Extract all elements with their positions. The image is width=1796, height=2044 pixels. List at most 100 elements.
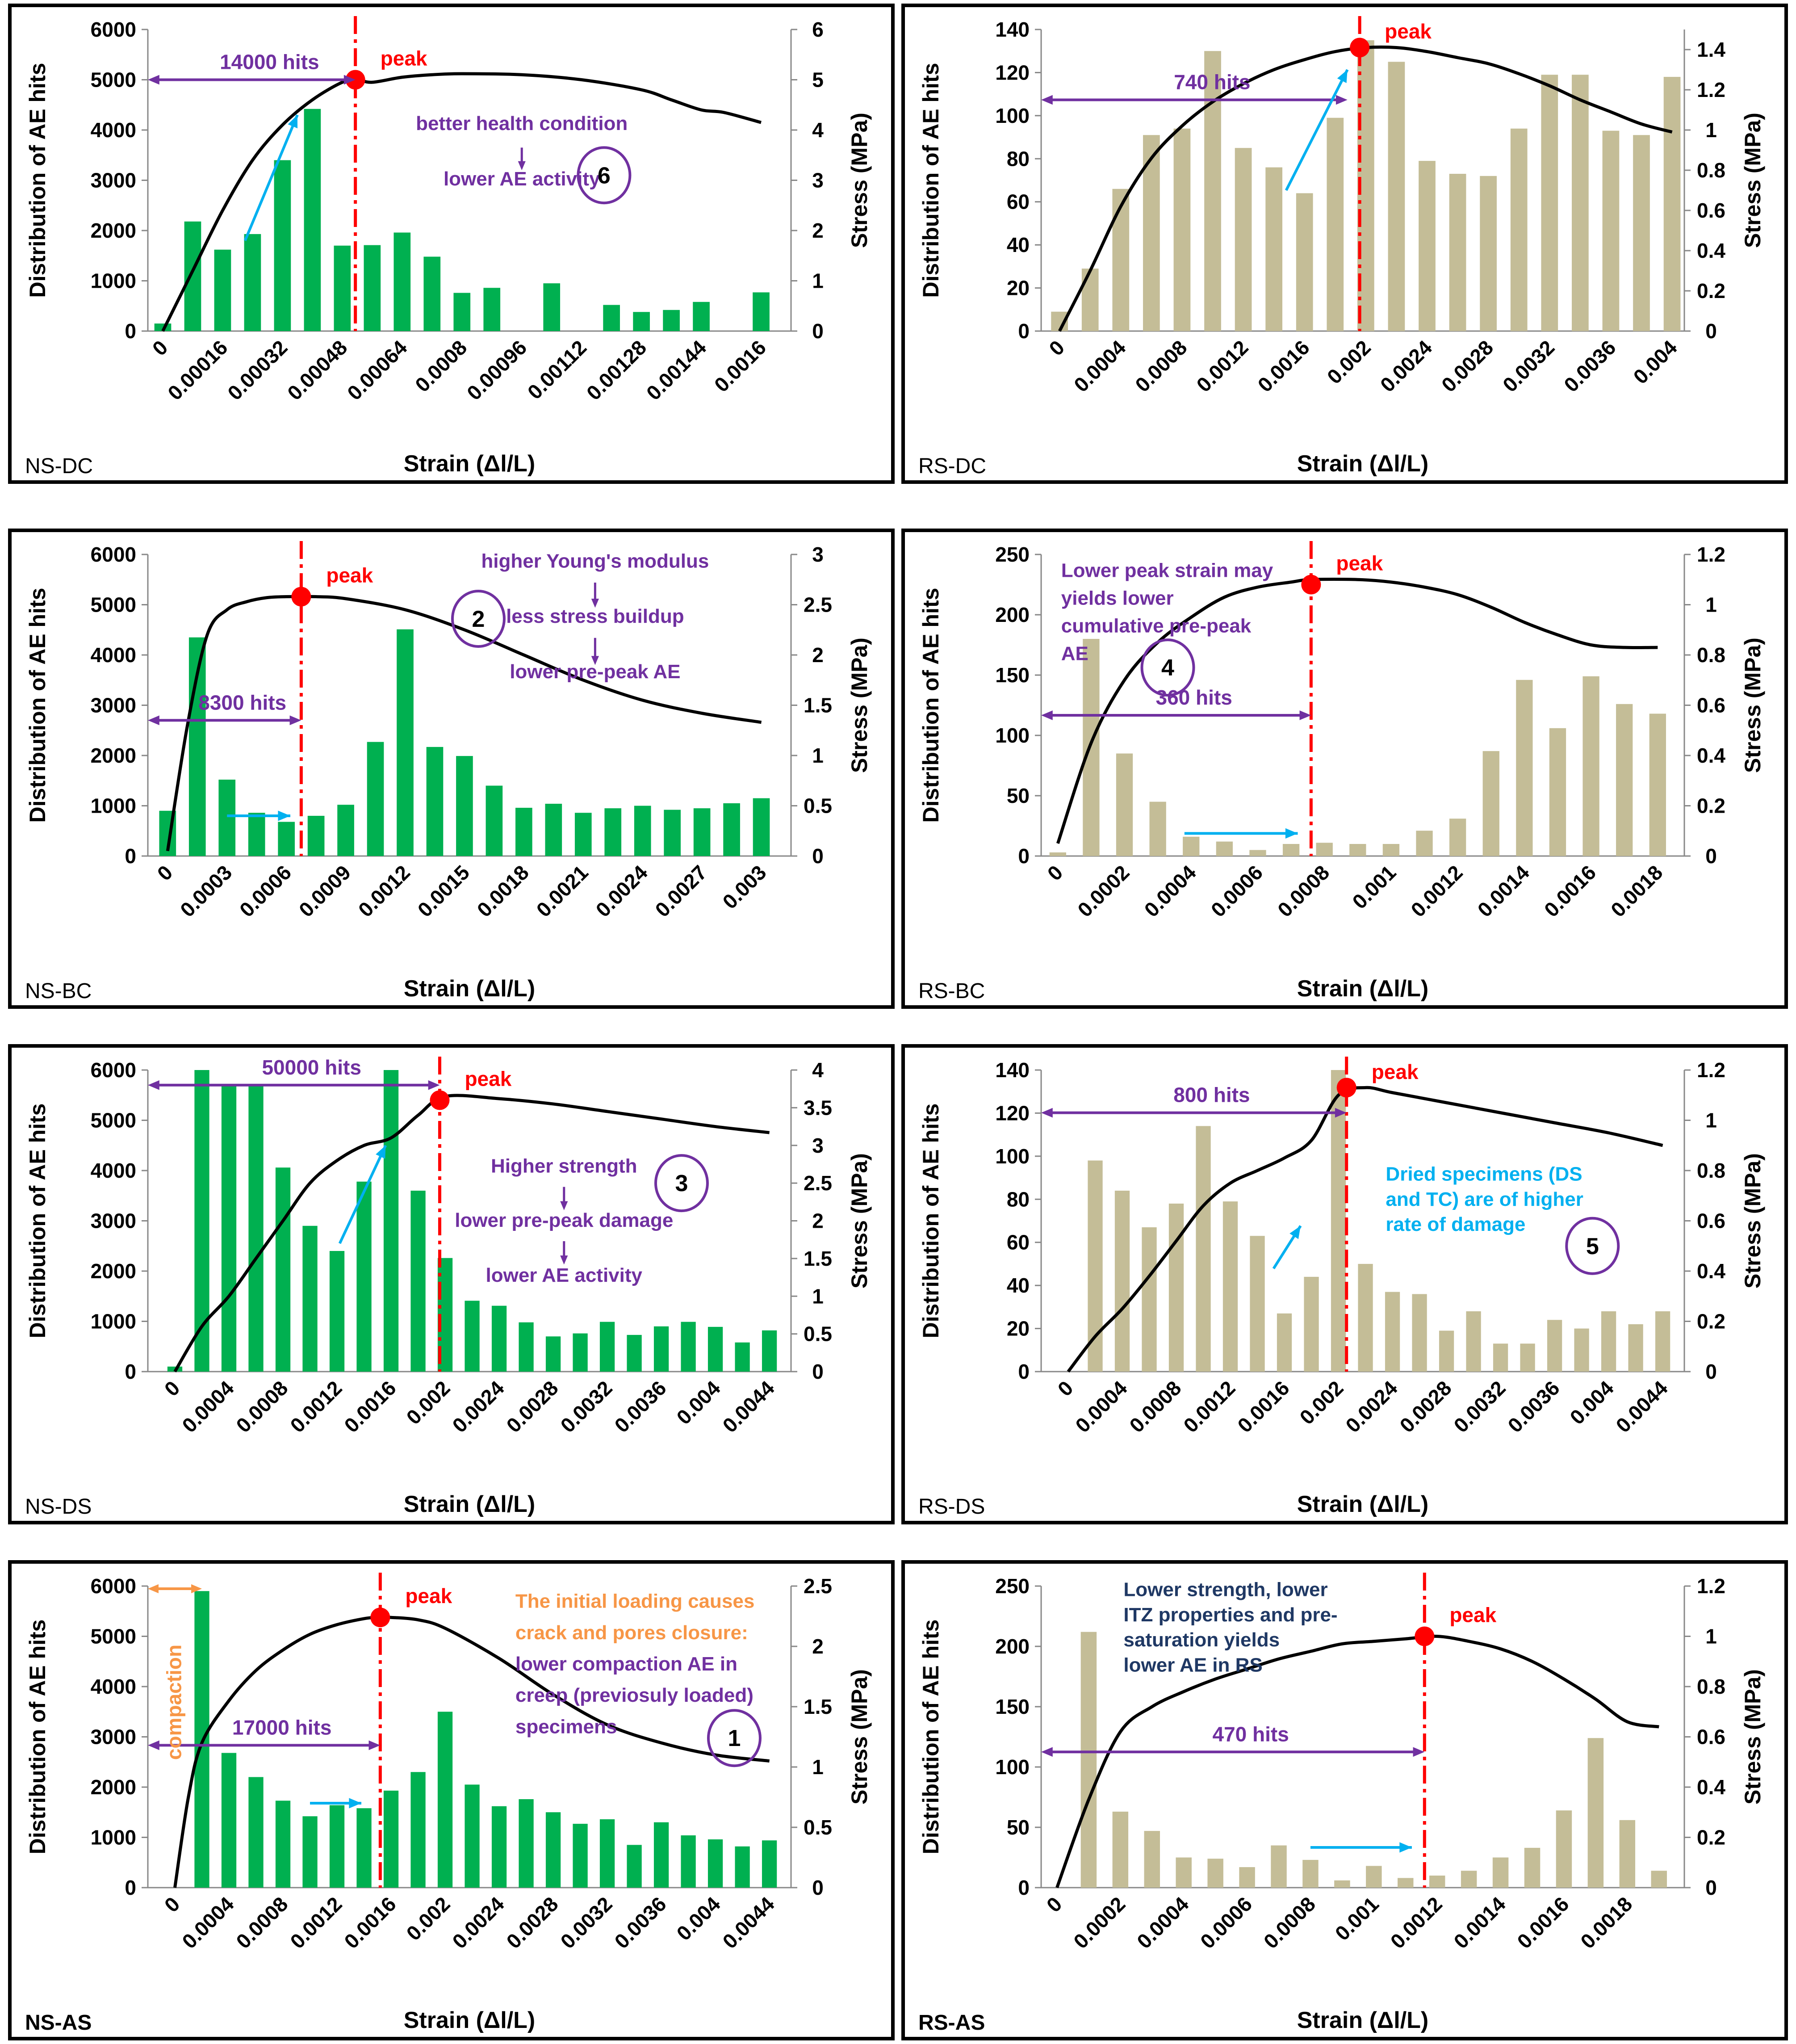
- cyan-arrow-line: [338, 1145, 387, 1244]
- x-tick-label: 0.004: [672, 1376, 724, 1429]
- y2-tick-label: 2.5: [804, 1171, 832, 1195]
- y2-tick-label: 0.8: [1697, 1159, 1725, 1182]
- y-tick-label: 250: [995, 1574, 1030, 1598]
- ae-bar: [1216, 841, 1233, 856]
- y2-tick-label: 0.2: [1697, 1826, 1725, 1849]
- ae-bar: [221, 1753, 237, 1888]
- ae-bar: [1482, 751, 1499, 856]
- ae-bar: [1366, 1866, 1382, 1888]
- ae-bar: [302, 1816, 318, 1888]
- annotation-note: better health condition: [416, 113, 628, 134]
- hits-arrow-head-left: [148, 75, 159, 85]
- hits-arrow-head-right: [1299, 710, 1311, 720]
- ae-bar: [762, 1840, 777, 1888]
- x-tick-label: 0.0024: [591, 860, 653, 922]
- ae-bar: [1556, 1810, 1572, 1888]
- x-tick-label: 0.0006: [235, 860, 296, 921]
- ae-bar: [426, 747, 444, 856]
- y2-tick-label: 0.6: [1697, 1209, 1725, 1233]
- y-tick-label: 6000: [91, 1058, 136, 1082]
- ae-bar: [1541, 75, 1558, 331]
- cyan-arrow-line: [243, 114, 299, 241]
- x-axis-title: Strain (Δl/L): [404, 1491, 535, 1517]
- y2-tick-label: 1.2: [1697, 78, 1725, 101]
- x-tick-label: 0.00128: [582, 336, 651, 404]
- x-tick-label: 0: [160, 1376, 184, 1401]
- ae-bar: [1114, 1191, 1130, 1372]
- ae-bar: [693, 302, 710, 331]
- x-tick-label: 0.0012: [1192, 336, 1252, 396]
- x-tick-label: 0.0012: [285, 1376, 346, 1437]
- x-tick-label: 0.0024: [1341, 1376, 1402, 1437]
- ae-bar: [1449, 818, 1466, 856]
- ae-bar: [1388, 62, 1405, 332]
- x-tick-label: 0.0016: [1512, 1892, 1573, 1953]
- ae-bar: [278, 822, 295, 856]
- x-tick-label: 0: [160, 1892, 184, 1917]
- ae-bar: [1196, 1126, 1211, 1372]
- stress-curve: [1067, 1086, 1663, 1373]
- peak-label: peak: [1372, 1060, 1419, 1083]
- y-tick-label: 6000: [91, 1574, 136, 1598]
- x-axis-title: Strain (Δl/L): [1297, 2007, 1428, 2033]
- x-tick-label: 0.0012: [1386, 1892, 1447, 1953]
- cyan-arrow-head: [278, 810, 291, 821]
- y2-axis-title: Stress (MPa): [1740, 638, 1765, 773]
- y2-tick-label: 3: [812, 1134, 824, 1157]
- cyan-arrow-head: [376, 1145, 386, 1159]
- x-tick-label: 0.0012: [285, 1892, 346, 1953]
- ae-bar: [1296, 193, 1313, 331]
- x-tick-label: 0.002: [402, 1892, 454, 1945]
- annotation-note: Higher strength: [491, 1155, 637, 1177]
- x-tick-label: 0.00032: [223, 336, 292, 404]
- ae-bar: [1549, 728, 1566, 856]
- y-tick-label: 3000: [91, 694, 136, 717]
- x-tick-label: 0.0002: [1073, 860, 1134, 921]
- flow-arrow-head: [591, 656, 599, 665]
- x-tick-label: 0.0006: [1196, 1892, 1256, 1953]
- cyan-arrow-head: [1399, 1842, 1412, 1853]
- y2-tick-label: 2.5: [804, 1574, 832, 1598]
- x-tick-label: 0.001: [1348, 860, 1400, 913]
- annotation-note: lower AE in RS: [1123, 1654, 1262, 1676]
- annotation-note: specimens: [515, 1716, 617, 1738]
- ae-bar: [337, 805, 354, 856]
- y-tick-label: 2000: [91, 744, 136, 767]
- x-tick-label: 0.004: [1629, 336, 1681, 388]
- ae-bar: [627, 1335, 642, 1372]
- ae-bar: [653, 1326, 669, 1372]
- x-tick-label: 0.0016: [1540, 860, 1600, 921]
- y2-tick-label: 1: [812, 269, 824, 293]
- y-tick-label: 100: [995, 1755, 1030, 1779]
- x-tick-label: 0.004: [672, 1892, 724, 1945]
- y2-tick-label: 0.4: [1697, 1775, 1725, 1799]
- ae-bar: [1412, 1294, 1427, 1372]
- y-axis-title: Distribution of AE hits: [25, 63, 50, 298]
- x-tick-label: 0.0028: [502, 1892, 562, 1953]
- ae-bar: [1331, 1070, 1346, 1372]
- panel-label: RS-AS: [918, 2011, 985, 2035]
- stress-curve: [1058, 45, 1673, 332]
- ae-bar: [1168, 1203, 1184, 1372]
- ae-bar: [329, 1805, 345, 1888]
- x-tick-label: 0.003: [718, 860, 770, 913]
- annotation-note: cumulative pre-peak: [1061, 615, 1252, 637]
- hits-arrow-head-left: [1041, 1747, 1053, 1757]
- y-tick-label: 0: [125, 319, 136, 343]
- y-tick-label: 50: [1007, 784, 1030, 807]
- annotation-note: lower pre-peak damage: [455, 1209, 673, 1231]
- ae-bar: [304, 109, 321, 331]
- x-tick-label: 0.0002: [1069, 1892, 1130, 1953]
- ae-bar: [1524, 1847, 1541, 1888]
- x-tick-label: 0.0009: [294, 860, 355, 921]
- peak-marker: [430, 1090, 450, 1110]
- ae-bar: [483, 288, 501, 331]
- x-tick-label: 0.0032: [556, 1376, 616, 1437]
- ae-bar: [653, 1822, 669, 1888]
- y2-axis-title: Stress (MPa): [847, 1669, 872, 1805]
- annotation-note: higher Young's modulus: [481, 550, 709, 572]
- y-tick-label: 150: [995, 663, 1030, 687]
- panel-label: NS-BC: [25, 979, 92, 1003]
- ae-bar: [515, 808, 532, 856]
